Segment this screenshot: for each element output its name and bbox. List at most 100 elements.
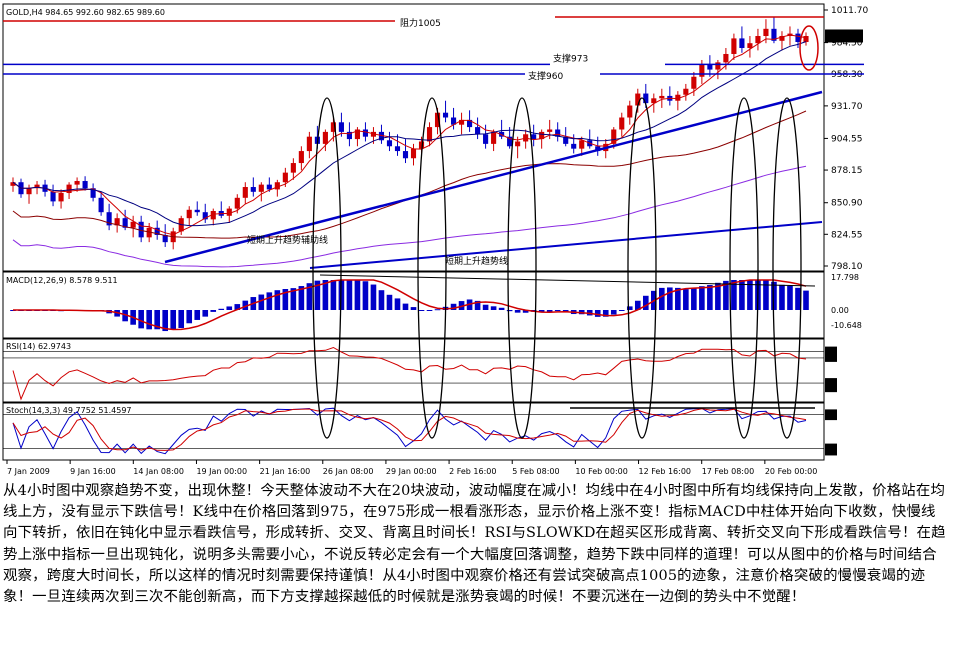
peak-marker-ellipse [729, 97, 759, 439]
candle-body [266, 184, 272, 190]
macd-bar [474, 300, 481, 310]
candle-body [555, 129, 561, 137]
candle-body [771, 28, 777, 41]
x-tick-label: 2 Feb 16:00 [449, 467, 496, 476]
macd-bar [378, 290, 385, 310]
candle-body [699, 64, 705, 77]
candle-body [475, 127, 481, 135]
macd-bar [362, 281, 369, 310]
support-960-label: 支撑960 [528, 70, 563, 82]
gold-h4-chart: 1011.70 984.50 958.30 931.70 904.55 878.15 850… [2, 3, 868, 476]
x-tick-label: 21 Jan 16:00 [260, 467, 311, 476]
macd-bar [659, 287, 665, 310]
candle-body [539, 131, 545, 140]
macd-bar [699, 286, 705, 310]
macd-label: MACD(12,26,9) 8.578 9.511 [6, 276, 118, 285]
x-tick-label: 7 Jan 2009 [7, 467, 50, 476]
macd-bar [226, 306, 233, 310]
candle-body [483, 134, 489, 144]
stoch-tick-label: 77 [826, 412, 836, 421]
macd-bar [410, 307, 417, 310]
candle-body [66, 184, 72, 194]
macd-bar [602, 310, 609, 317]
rsi-tick-box [825, 352, 837, 362]
macd-bar [498, 307, 505, 310]
chart-canvas: 1011.70 984.50 958.30 931.70 904.55 878.15 850… [2, 3, 868, 476]
candle-body [130, 221, 136, 228]
candle-body [547, 129, 553, 132]
candle-body [651, 98, 657, 104]
macd-bar [178, 310, 185, 328]
rsi-line [12, 346, 807, 401]
candle-body [450, 117, 457, 125]
x-tick-label: 17 Feb 08:00 [702, 467, 754, 476]
x-tick-label: 14 Jan 08:00 [133, 467, 184, 476]
candle-body [58, 193, 64, 202]
macd-tick-label: -10.648 [831, 321, 862, 330]
candle-body [619, 117, 625, 130]
candle-body [627, 105, 633, 118]
macd-bar [162, 310, 168, 332]
candle-body [731, 38, 737, 54]
macd-bar [490, 306, 497, 310]
macd-bar [418, 310, 425, 311]
macd-bar [458, 301, 465, 310]
candle-body [154, 227, 160, 235]
macd-bar [194, 310, 201, 320]
candle-body [386, 140, 393, 147]
macd-bar [675, 287, 681, 310]
macd-bar [707, 285, 713, 310]
x-tick-label: 9 Jan 16:00 [70, 467, 116, 476]
macd-bar [186, 310, 193, 324]
macd-bar [450, 303, 457, 310]
price-tick-label: 798.10 [831, 262, 863, 272]
macd-bar [795, 287, 801, 310]
macd-bar [739, 280, 745, 310]
macd-bar [346, 280, 353, 310]
price-tick-label: 824.55 [831, 230, 863, 240]
x-tick-label: 19 Jan 00:00 [196, 467, 247, 476]
macd-bar [218, 308, 225, 310]
candle-body [394, 146, 401, 152]
candle-body [803, 36, 809, 42]
macd-bar [370, 284, 377, 310]
candle-body [258, 184, 264, 192]
price-tick-label: 958.30 [831, 70, 863, 80]
macd-bar [122, 310, 128, 322]
rsi-tick-label: 70 [826, 354, 836, 363]
x-tick-label: 29 Jan 00:00 [386, 467, 437, 476]
macd-bar [506, 310, 513, 312]
macd-bar [771, 281, 777, 310]
macd-bar [170, 310, 177, 330]
stoch-d-line [12, 408, 807, 451]
candle-body [643, 93, 649, 104]
candle-body [194, 209, 200, 213]
candle-body [739, 38, 745, 48]
macd-bar [731, 280, 737, 310]
candle-body [595, 146, 601, 152]
candle-body [779, 36, 785, 41]
candle-body [531, 134, 537, 140]
stoch-tick-box [825, 446, 837, 456]
macd-bar [538, 310, 545, 313]
macd-bar [434, 309, 441, 311]
price-tick-label: 878.15 [831, 166, 863, 176]
moving-average-line [12, 41, 807, 227]
price-tick-label: 931.70 [831, 102, 863, 112]
macd-bar [747, 280, 753, 310]
peak-marker-ellipse [417, 97, 447, 439]
candle-body [330, 122, 336, 132]
candle-body [515, 141, 521, 147]
price-panel-frame [2, 3, 825, 272]
candle-body [306, 136, 312, 152]
macd-bar [634, 300, 641, 310]
rsi-tick-box [825, 346, 837, 356]
macd-bar [282, 289, 289, 310]
resistance-label: 阻力1005 [400, 17, 441, 29]
candle-body [442, 112, 449, 118]
trend-main-label: 短期上升趋势线 [445, 255, 508, 267]
candle-body [683, 88, 689, 95]
candle-body [98, 197, 104, 213]
candle-body [747, 43, 753, 48]
macd-bar [610, 310, 617, 315]
